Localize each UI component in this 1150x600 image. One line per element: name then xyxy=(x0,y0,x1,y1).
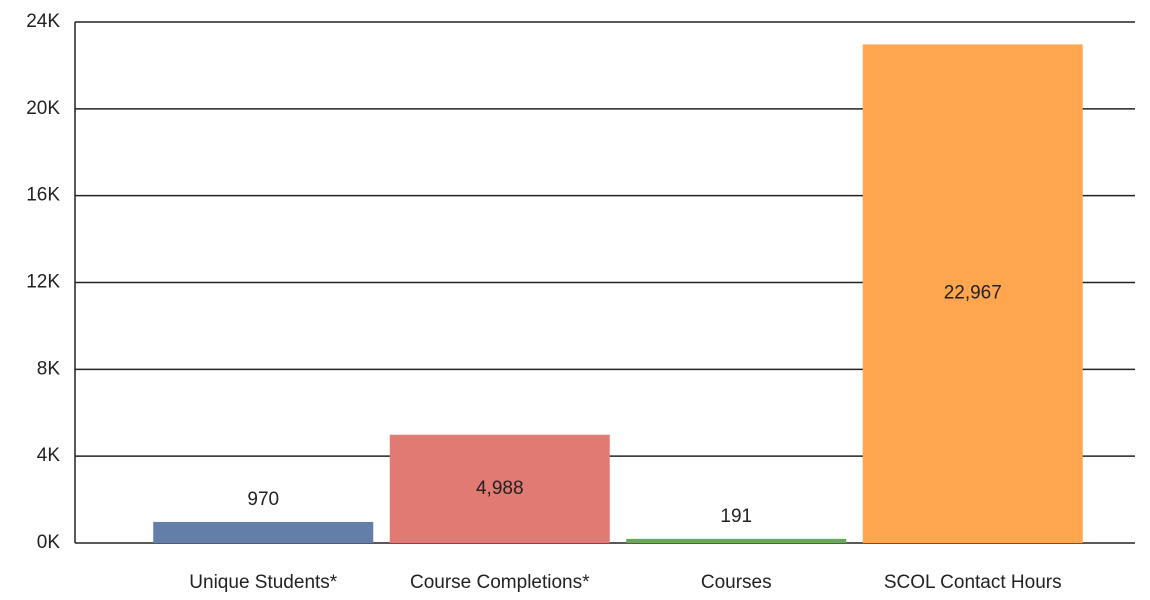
value-label: 970 xyxy=(247,489,279,510)
bar xyxy=(862,44,1083,543)
value-label: 191 xyxy=(720,506,752,527)
x-tick-label: Courses xyxy=(701,572,772,593)
value-label: 22,967 xyxy=(944,283,1002,304)
x-tick-label: Course Completions* xyxy=(410,572,590,593)
y-tick-label: 0K xyxy=(37,532,61,553)
y-tick-label: 20K xyxy=(26,98,60,119)
x-tick-label: Unique Students* xyxy=(189,572,337,593)
bar xyxy=(153,521,374,543)
y-tick-label: 8K xyxy=(37,358,61,379)
value-label: 4,988 xyxy=(476,478,524,499)
bar xyxy=(626,538,847,543)
y-tick-label: 12K xyxy=(26,272,60,293)
bar xyxy=(389,434,610,543)
y-tick-label: 16K xyxy=(26,185,60,206)
y-tick-label: 4K xyxy=(37,445,61,466)
x-tick-label: SCOL Contact Hours xyxy=(884,572,1062,593)
y-tick-label: 24K xyxy=(26,11,60,32)
